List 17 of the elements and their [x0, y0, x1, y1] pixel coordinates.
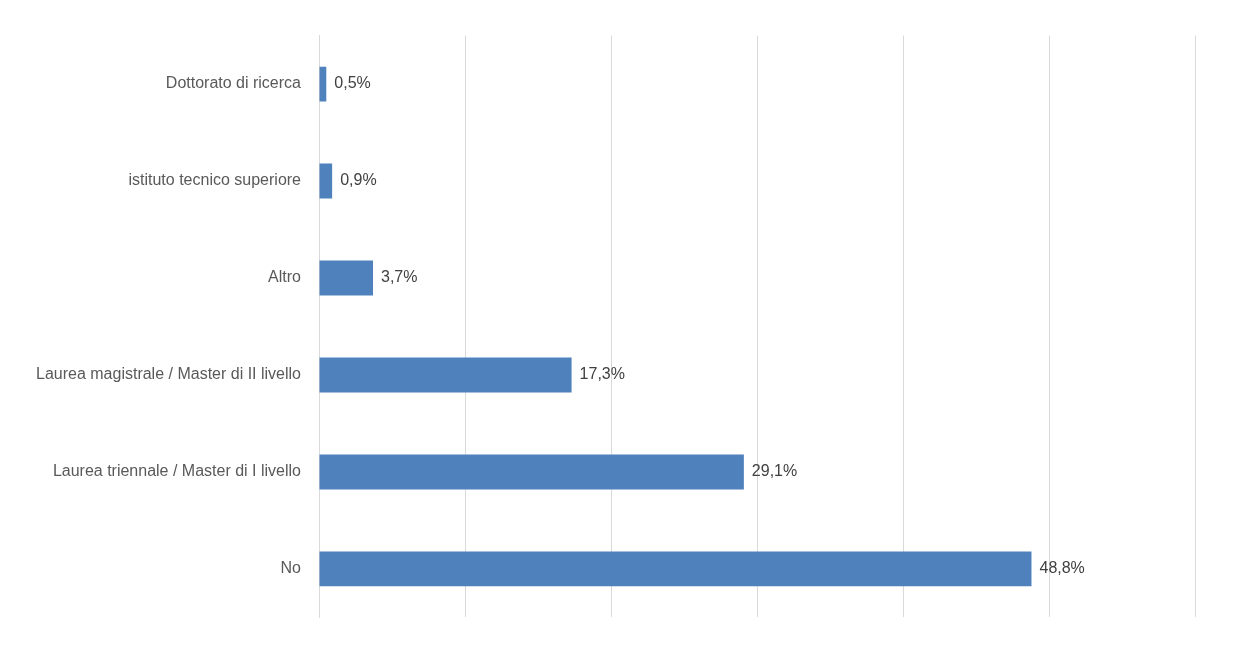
bar [319, 551, 1032, 587]
y-tick-label: Laurea triennale / Master di I livello [52, 462, 302, 480]
y-tick-label: No [280, 559, 302, 577]
y-tick-label: Altro [268, 268, 302, 286]
y-tick-label: istituto tecnico superiore [128, 171, 302, 189]
bar [319, 454, 744, 490]
data-label: 29,1% [751, 462, 798, 480]
y-tick-label: Dottorato di ricerca [165, 74, 302, 92]
data-label: 17,3% [579, 365, 625, 383]
bar [319, 357, 572, 393]
data-label: 0,5% [334, 74, 371, 92]
bar [319, 260, 374, 296]
data-label: 0,9% [340, 171, 377, 189]
y-tick-label: Laurea magistrale / Master di II livello [36, 365, 302, 383]
data-label: 3,7% [381, 268, 418, 286]
data-label: 48,8% [1039, 559, 1085, 577]
bar [319, 163, 333, 199]
